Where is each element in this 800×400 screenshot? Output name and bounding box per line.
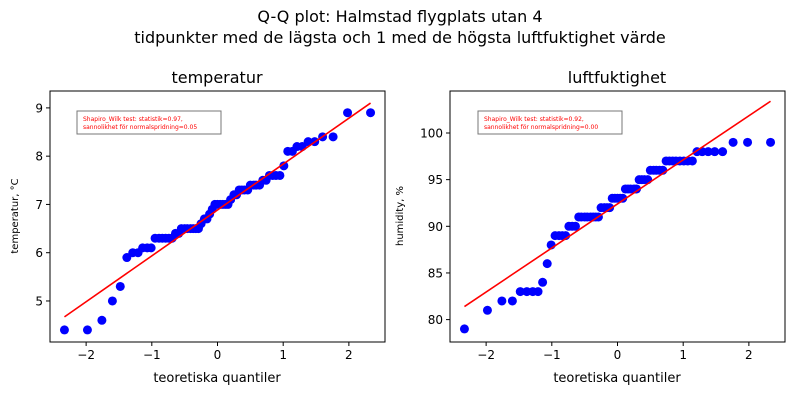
- data-point: [687, 156, 697, 166]
- data-point: [303, 137, 313, 147]
- data-point: [275, 170, 285, 180]
- data-point: [507, 296, 517, 306]
- x-tick-label: 0: [614, 348, 622, 362]
- chart-title: temperatur: [171, 68, 263, 87]
- qq-panel-luftfuktighet: luftfuktighet −2 −1 0 1 2 80 85 90 95 100 teoretisk…: [395, 68, 786, 386]
- data-point: [482, 305, 492, 315]
- data-point: [497, 296, 507, 306]
- figure-title-line1: Q-Q plot: Halmstad flygplats utan 4: [257, 7, 543, 26]
- x-tick-label: 0: [214, 348, 222, 362]
- data-point: [538, 277, 548, 287]
- x-tick-label: −2: [77, 348, 95, 362]
- data-point: [343, 108, 353, 118]
- y-tick-label: 80: [428, 313, 443, 327]
- data-point: [366, 108, 376, 118]
- shapiro-wilk-annotation: Shapiro_Wilk test: statistik=0.92,sannol…: [477, 110, 623, 135]
- y-tick-label: 85: [428, 266, 443, 280]
- y-tick-label: 100: [420, 126, 443, 140]
- annotation-line-2: sannolikhet för normalspridning=0.00: [484, 124, 598, 131]
- data-point: [542, 259, 552, 269]
- fit-line: [63, 102, 372, 318]
- data-point: [703, 147, 713, 157]
- y-tick-label: 90: [428, 220, 443, 234]
- annotation-line-1: Shapiro_Wilk test: statistik=0.92,: [484, 116, 584, 123]
- data-point: [718, 147, 728, 157]
- y-axis-label: humidity, %: [395, 186, 406, 246]
- data-point: [82, 325, 92, 335]
- data-point: [766, 137, 776, 147]
- annotation-box: [76, 110, 222, 135]
- data-point: [107, 296, 117, 306]
- y-tick-label: 5: [35, 294, 43, 308]
- x-tick-label: −1: [143, 348, 161, 362]
- x-tick-label: −2: [477, 348, 495, 362]
- data-point: [97, 315, 107, 325]
- figure-title-line2: tidpunkter med de lägsta och 1 med de hö…: [134, 28, 666, 47]
- data-point: [618, 193, 628, 203]
- data-point: [515, 287, 525, 297]
- annotation-box: [477, 110, 623, 135]
- data-point: [728, 137, 738, 147]
- y-tick-label: 6: [35, 246, 43, 260]
- data-point: [632, 184, 642, 194]
- x-tick-label: 1: [279, 348, 287, 362]
- annotation-line-1: Shapiro_Wilk test: statistik=0.97,: [83, 116, 183, 123]
- x-tick-label: 2: [745, 348, 753, 362]
- data-point: [59, 325, 69, 335]
- y-axis-label: temperatur, °C: [10, 178, 21, 253]
- y-tick-label: 7: [35, 198, 43, 212]
- data-point: [328, 132, 338, 142]
- x-tick-label: 2: [345, 348, 353, 362]
- data-point: [115, 281, 125, 291]
- y-tick-label: 9: [35, 101, 43, 115]
- x-tick-label: −1: [543, 348, 561, 362]
- x-axis-label: teoretiska quantiler: [153, 371, 281, 386]
- data-point: [570, 221, 580, 231]
- data-point: [710, 147, 720, 157]
- chart-title: luftfuktighet: [568, 68, 666, 87]
- x-tick-label: 1: [679, 348, 687, 362]
- data-point: [459, 324, 469, 334]
- x-axis-label: teoretiska quantiler: [553, 371, 681, 386]
- shapiro-wilk-annotation: Shapiro_Wilk test: statistik=0.97,sannol…: [76, 110, 222, 135]
- data-point: [146, 243, 156, 253]
- qq-panel-temperatur: temperatur −2 −1 0 1 2 5 6 7 8 9 teoretiska quantil…: [10, 68, 386, 386]
- data-point: [279, 161, 289, 171]
- fit-line: [464, 100, 771, 308]
- data-point: [533, 287, 543, 297]
- y-tick-label: 95: [428, 173, 443, 187]
- annotation-line-2: sannolikhet för normalspridning=0.05: [83, 124, 197, 131]
- data-point: [743, 137, 753, 147]
- y-tick-label: 8: [35, 150, 43, 164]
